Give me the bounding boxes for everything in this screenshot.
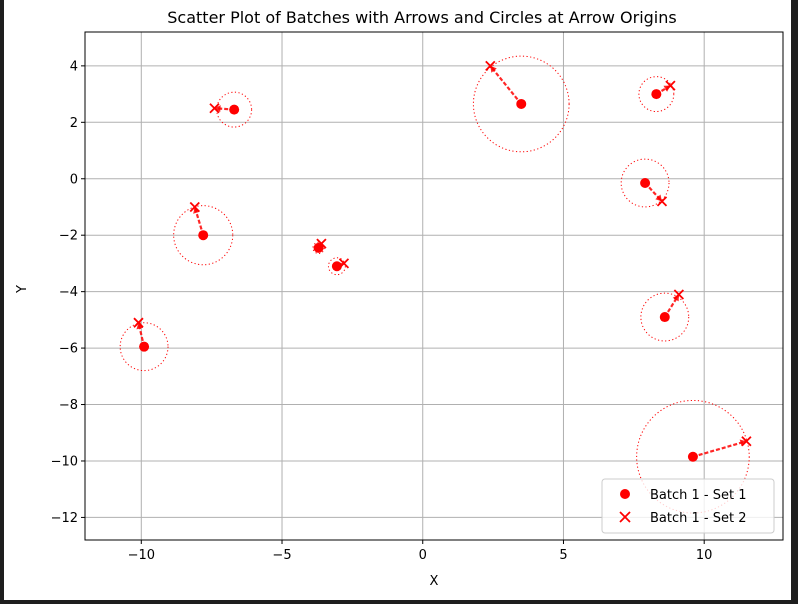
arrow-head <box>193 206 200 214</box>
scatter-chart: −10 −5 0 5 10 4 2 0 −2 −4 −6 −8 −10 −12 Scatter Plot… <box>15 8 784 589</box>
set-1-point <box>313 242 324 253</box>
set-2-point <box>189 201 200 213</box>
set-1-point <box>651 89 662 100</box>
dotted-circle <box>620 158 670 208</box>
dotted-circle <box>472 55 570 153</box>
chart-title: Scatter Plot of Batches with Arrows and … <box>167 8 676 27</box>
set-1-point <box>139 341 150 352</box>
legend-marker-set-2 <box>619 511 631 523</box>
x-tick-label: 0 <box>419 548 427 563</box>
set-2-point <box>316 238 327 249</box>
x-tick-label: 5 <box>559 548 567 563</box>
legend: Batch 1 - Set 1 Batch 1 - Set 2 <box>601 478 775 534</box>
y-tick-label: −10 <box>51 454 78 469</box>
set-1-point <box>687 451 698 462</box>
x-tick-label: −10 <box>128 548 155 563</box>
dotted-circle <box>173 205 234 266</box>
arrow-shaft <box>663 293 680 318</box>
y-tick-label: −12 <box>51 511 78 526</box>
x-axis-label: X <box>430 574 439 589</box>
set-2-point-stroke <box>485 60 496 72</box>
set-2-point-stroke <box>741 436 752 447</box>
dotted-circles <box>119 55 750 514</box>
y-tick-label: −4 <box>59 285 78 300</box>
set-2-point-stroke <box>673 289 684 300</box>
dotted-circle <box>119 322 169 372</box>
dotted-circle <box>636 399 750 514</box>
y-tick-label: 2 <box>70 116 78 131</box>
set-1-point <box>229 104 240 115</box>
x-tick-label: −5 <box>272 548 291 563</box>
set-2-point <box>209 103 220 114</box>
arrow-shaft <box>489 65 523 105</box>
y-axis-ticks: 4 2 0 −2 −4 −6 −8 −10 −12 <box>51 59 85 526</box>
x-tick-label: 10 <box>696 548 713 563</box>
set-2-point-stroke <box>209 103 220 114</box>
set-2-point-stroke <box>316 238 327 249</box>
arrow-shaft <box>692 440 747 458</box>
set-1-point <box>516 98 527 109</box>
legend-frame <box>601 478 775 534</box>
data-points <box>133 60 752 462</box>
set-2-point <box>665 80 676 91</box>
legend-label-set-1: Batch 1 - Set 1 <box>650 488 746 503</box>
set-2-point-stroke <box>189 201 200 213</box>
dotted-circle <box>312 241 325 255</box>
arrow-head <box>739 439 747 447</box>
set-2-point <box>485 60 496 72</box>
plot-frame <box>84 31 784 541</box>
set-2-point <box>338 258 350 269</box>
dotted-circle <box>638 76 675 113</box>
set-2-point <box>741 436 752 447</box>
set-2-point <box>656 196 668 207</box>
y-tick-label: 0 <box>70 172 78 187</box>
set-1-point <box>198 230 209 241</box>
y-tick-label: −8 <box>59 398 78 413</box>
grid <box>85 32 783 540</box>
y-axis-label: Y <box>15 285 30 294</box>
legend-label-set-2: Batch 1 - Set 2 <box>650 511 746 526</box>
arrow-head <box>214 105 221 113</box>
legend-marker-set-1 <box>620 489 630 499</box>
set-2-point-stroke <box>133 317 144 328</box>
dotted-circle <box>640 292 690 342</box>
y-tick-label: −2 <box>59 229 78 244</box>
set-1-point <box>331 261 342 272</box>
set-1-point <box>659 312 670 323</box>
x-axis-ticks: −10 −5 0 5 10 <box>128 540 713 563</box>
dotted-circle <box>327 257 346 276</box>
set-2-point <box>673 289 684 300</box>
set-1-point <box>640 177 651 188</box>
set-2-point <box>133 317 144 328</box>
y-tick-label: −6 <box>59 342 78 357</box>
set-2-point-stroke <box>338 258 350 269</box>
chart-figure: −10 −5 0 5 10 4 2 0 −2 −4 −6 −8 −10 −12 Scatter Plot… <box>4 0 791 600</box>
set-2-point-stroke <box>656 196 668 207</box>
set-2-point-stroke <box>665 80 676 91</box>
arrow-head <box>136 322 144 330</box>
y-tick-label: 4 <box>70 59 78 74</box>
arrows <box>136 65 747 458</box>
